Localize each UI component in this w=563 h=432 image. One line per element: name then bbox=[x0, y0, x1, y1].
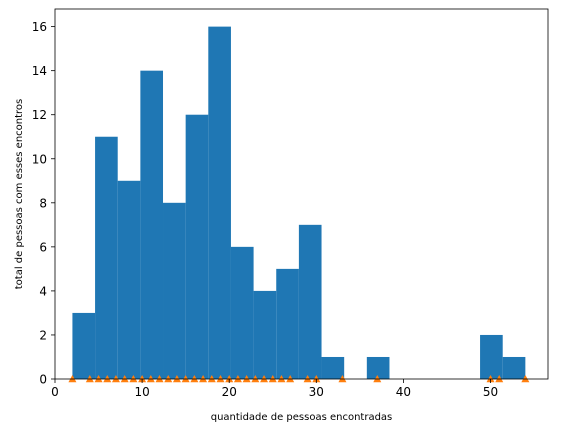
histogram-bar bbox=[366, 356, 390, 379]
y-tick-label: 12 bbox=[32, 108, 47, 122]
y-axis-title: total de pessoas com esses encontros bbox=[14, 99, 25, 290]
histogram-bar bbox=[276, 268, 299, 379]
y-tick-label: 14 bbox=[32, 64, 47, 78]
histogram-bar bbox=[117, 180, 141, 379]
histogram-bar bbox=[230, 246, 254, 379]
x-tick-label: 30 bbox=[309, 385, 324, 399]
x-axis-ticks: 0 10 20 30 40 50 bbox=[51, 379, 498, 399]
histogram-bar bbox=[321, 356, 345, 379]
y-tick-label: 8 bbox=[39, 196, 47, 210]
histogram-bar bbox=[480, 334, 503, 379]
x-tick-label: 10 bbox=[134, 385, 149, 399]
histogram-bar bbox=[208, 26, 231, 379]
x-tick-label: 0 bbox=[51, 385, 59, 399]
x-tick-label: 20 bbox=[222, 385, 237, 399]
y-axis-ticks: 0 2 4 6 8 10 12 14 16 bbox=[32, 20, 55, 387]
bars-layer bbox=[72, 26, 526, 380]
y-tick-label: 6 bbox=[39, 240, 47, 254]
histogram-bar bbox=[140, 70, 164, 380]
y-tick-label: 16 bbox=[32, 20, 47, 34]
y-tick-label: 2 bbox=[39, 328, 47, 342]
y-tick-label: 10 bbox=[32, 152, 47, 166]
y-tick-label: 0 bbox=[39, 373, 47, 387]
histogram-bar bbox=[502, 356, 526, 379]
histogram-bar bbox=[72, 312, 96, 379]
x-tick-label: 40 bbox=[396, 385, 411, 399]
histogram-bar bbox=[298, 224, 322, 379]
histogram-bar bbox=[185, 114, 209, 379]
x-axis-title: quantidade de pessoas encontradas bbox=[211, 412, 393, 423]
histogram-bar bbox=[253, 290, 277, 379]
x-tick-label: 50 bbox=[483, 385, 498, 399]
y-tick-label: 4 bbox=[39, 284, 47, 298]
histogram-bar bbox=[163, 202, 186, 379]
histogram-bar bbox=[95, 136, 118, 379]
plot-frame bbox=[54, 8, 549, 380]
